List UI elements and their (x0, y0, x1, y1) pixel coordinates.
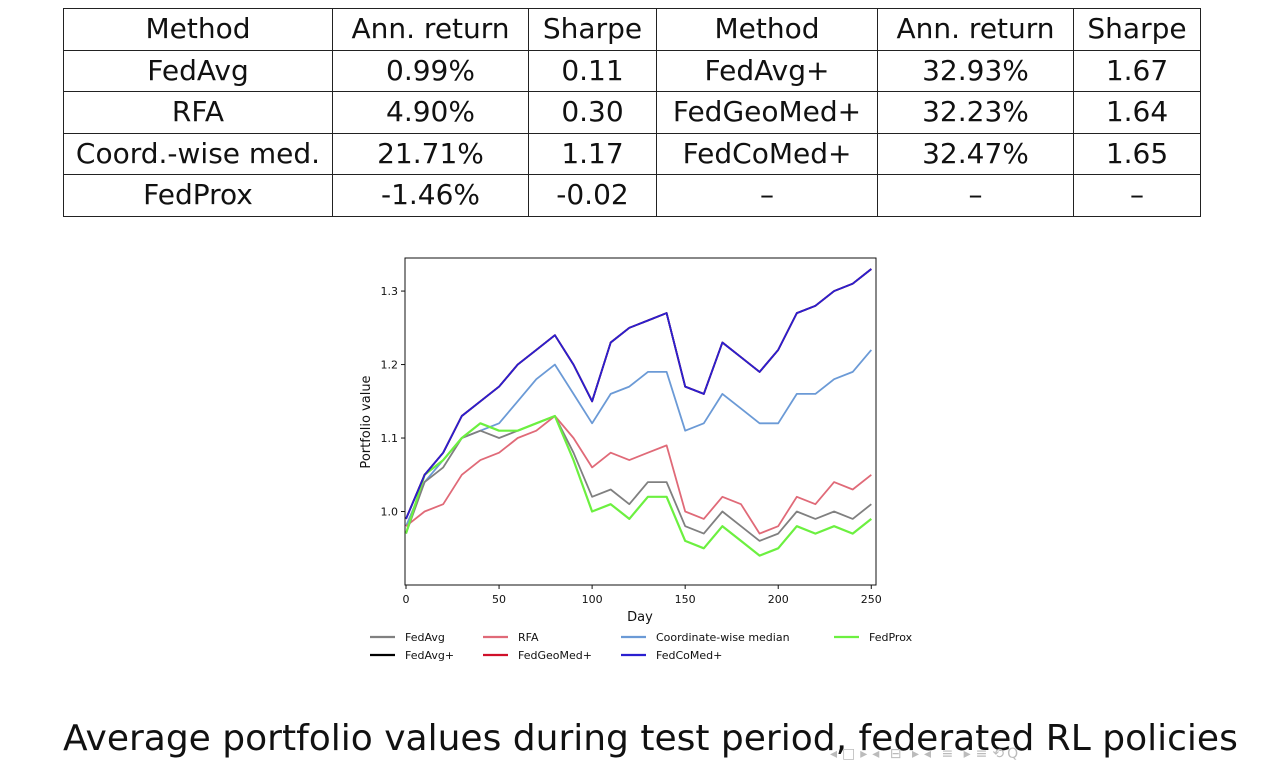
table-cell: – (877, 174, 1074, 217)
legend-item: FedAvg+ (370, 649, 454, 662)
slide-caption: Average portfolio values during test per… (63, 718, 1238, 759)
table-cell: 0.30 (528, 91, 657, 134)
table-cell: – (656, 174, 878, 217)
table-header-cell: Sharpe (528, 8, 657, 51)
x-tick-label: 150 (675, 593, 696, 606)
x-tick-label: 50 (492, 593, 506, 606)
legend-item: FedAvg (370, 631, 445, 644)
legend-item: FedGeoMed+ (483, 649, 592, 662)
table-header-cell: Ann. return (332, 8, 529, 51)
portfolio-chart: 0 50 100 150 200 250 1.0 1.1 1.2 1.3 Day Portfoli… (359, 257, 913, 662)
legend-item: FedProx (834, 631, 913, 644)
nav-zoom-icon[interactable]: ⟲Q (992, 746, 1022, 762)
table-cell: 32.93% (877, 49, 1074, 92)
chart-legend: FedAvg RFA Coordinate-wise median FedProx Fe… (370, 631, 913, 662)
series-line-coordinate-wise-median (405, 349, 872, 527)
nav-right-arrow-icon[interactable]: ▸ (860, 746, 871, 762)
table-cell: 32.23% (877, 91, 1074, 134)
table-cell: FedAvg (63, 49, 333, 92)
nav-section-icon[interactable]: ◂ ⊟ ▸ (872, 746, 922, 762)
table-cell: FedCoMed+ (656, 132, 878, 175)
series-line-fedavg (405, 415, 872, 542)
table-cell: -0.02 (528, 174, 657, 217)
legend-item: Coordinate-wise median (621, 631, 790, 644)
table-cell: 1.64 (1073, 91, 1201, 134)
y-tick-label: 1.2 (381, 359, 399, 372)
legend-item: RFA (483, 631, 539, 644)
legend-label: RFA (518, 631, 539, 644)
table-cell: 21.71% (332, 132, 529, 175)
y-tick-label: 1.3 (381, 285, 399, 298)
table-cell: 1.17 (528, 132, 657, 175)
results-table: Method Ann. return Sharpe Method Ann. return… (63, 8, 1201, 217)
y-tick-label: 1.0 (381, 506, 399, 519)
series-line-fedcomed-plus (405, 268, 872, 520)
x-tick-label: 100 (582, 593, 603, 606)
table-row: FedAvg 0.99% 0.11 FedAvg+ 32.93% 1.67 (63, 49, 1201, 92)
table-cell: 0.11 (528, 49, 657, 92)
x-tick-label: 250 (861, 593, 882, 606)
table-cell: -1.46% (332, 174, 529, 217)
legend-label: FedAvg+ (405, 649, 454, 662)
table-row: RFA 4.90% 0.30 FedGeoMed+ 32.23% 1.64 (63, 91, 1201, 134)
nav-subsection-icon[interactable]: ◂ ≡ ▸ (923, 746, 974, 762)
table-cell: 32.47% (877, 132, 1074, 175)
plot-frame (404, 257, 877, 586)
table-cell: 1.65 (1073, 132, 1201, 175)
series-line-fedprox (404, 414, 872, 557)
nav-frame-icon[interactable]: □ (842, 746, 859, 762)
legend-label: FedGeoMed+ (518, 649, 592, 662)
table-header-cell: Method (656, 8, 878, 51)
table-header-cell: Sharpe (1073, 8, 1201, 51)
table-header-row: Method Ann. return Sharpe Method Ann. return… (63, 8, 1201, 51)
y-axis-label: Portfolio value (359, 375, 374, 468)
y-tick-label: 1.1 (381, 432, 399, 445)
legend-label: Coordinate-wise median (656, 631, 790, 644)
table-cell: 0.99% (332, 49, 529, 92)
nav-align-icon[interactable]: ≡ (975, 746, 991, 762)
table-cell: 4.90% (332, 91, 529, 134)
legend-label: FedAvg (405, 631, 445, 644)
table-header-cell: Method (63, 8, 333, 51)
table-cell: – (1073, 174, 1201, 217)
nav-left-arrow-icon[interactable]: ◂ (830, 746, 841, 762)
beamer-navigation[interactable]: ◂ □ ▸ ◂ ⊟ ▸ ◂ ≡ ▸ ≡ ⟲Q (830, 746, 1023, 762)
legend-label: FedCoMed+ (656, 649, 722, 662)
table-cell: FedGeoMed+ (656, 91, 878, 134)
table-row: FedProx -1.46% -0.02– – – (63, 174, 1201, 217)
table-header-cell: Ann. return (877, 8, 1074, 51)
table-cell: 1.67 (1073, 49, 1201, 92)
x-tick-label: 200 (768, 593, 789, 606)
table-row: Coord.-wise med. 21.71% 1.17 FedCoMed+ 32.47… (63, 132, 1201, 175)
x-tick-label: 0 (403, 593, 410, 606)
series-line-rfa (405, 415, 872, 535)
table-cell: FedAvg+ (656, 49, 878, 92)
table-cell: FedProx (63, 174, 333, 217)
x-axis-label: Day (627, 610, 653, 625)
table-cell: RFA (63, 91, 333, 134)
table-cell: Coord.-wise med. (63, 132, 333, 175)
legend-item: FedCoMed+ (621, 649, 722, 662)
legend-label: FedProx (869, 631, 913, 644)
